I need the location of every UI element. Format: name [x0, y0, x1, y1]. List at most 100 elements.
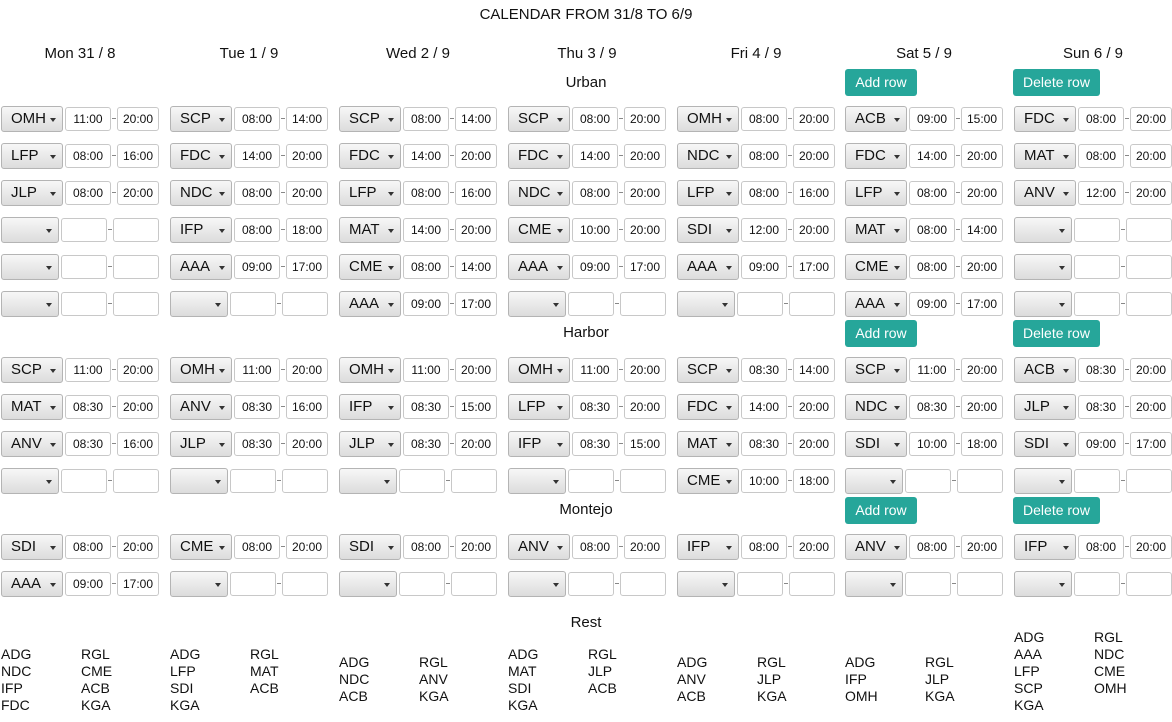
- end-time-input[interactable]: 20:00: [624, 218, 666, 242]
- start-time-input[interactable]: 08:00: [403, 181, 449, 205]
- employee-select[interactable]: LFP: [845, 180, 907, 206]
- employee-select[interactable]: [508, 571, 566, 597]
- end-time-input[interactable]: 17:00: [455, 292, 497, 316]
- employee-select[interactable]: FDC: [508, 143, 570, 169]
- employee-select[interactable]: CME: [677, 468, 739, 494]
- employee-select[interactable]: [508, 468, 566, 494]
- end-time-input[interactable]: 20:00: [117, 107, 159, 131]
- employee-select[interactable]: [1014, 291, 1072, 317]
- employee-select[interactable]: FDC: [170, 143, 232, 169]
- add-row-button[interactable]: Add row: [845, 320, 917, 347]
- end-time-input[interactable]: [282, 469, 328, 493]
- employee-select[interactable]: CME: [170, 534, 232, 560]
- delete-row-button[interactable]: Delete row: [1013, 69, 1100, 96]
- start-time-input[interactable]: 09:00: [909, 292, 955, 316]
- employee-select[interactable]: FDC: [677, 394, 739, 420]
- employee-select[interactable]: JLP: [1, 180, 63, 206]
- delete-row-button[interactable]: Delete row: [1013, 497, 1100, 524]
- employee-select[interactable]: [1, 291, 59, 317]
- employee-select[interactable]: IFP: [508, 431, 570, 457]
- employee-select[interactable]: SDI: [1, 534, 63, 560]
- employee-select[interactable]: LFP: [1, 143, 63, 169]
- end-time-input[interactable]: 20:00: [793, 395, 835, 419]
- employee-select[interactable]: NDC: [845, 394, 907, 420]
- employee-select[interactable]: NDC: [170, 180, 232, 206]
- end-time-input[interactable]: 17:00: [286, 255, 328, 279]
- end-time-input[interactable]: 16:00: [117, 144, 159, 168]
- end-time-input[interactable]: 20:00: [961, 395, 1003, 419]
- start-time-input[interactable]: 08:30: [572, 395, 618, 419]
- start-time-input[interactable]: [399, 469, 445, 493]
- employee-select[interactable]: OMH: [677, 106, 739, 132]
- employee-select[interactable]: JLP: [170, 431, 232, 457]
- start-time-input[interactable]: 08:30: [741, 358, 787, 382]
- end-time-input[interactable]: 17:00: [624, 255, 666, 279]
- start-time-input[interactable]: [1074, 218, 1120, 242]
- start-time-input[interactable]: [737, 292, 783, 316]
- start-time-input[interactable]: 11:00: [909, 358, 955, 382]
- start-time-input[interactable]: 08:00: [1078, 107, 1124, 131]
- employee-select[interactable]: NDC: [677, 143, 739, 169]
- start-time-input[interactable]: 12:00: [1078, 181, 1124, 205]
- add-row-button[interactable]: Add row: [845, 69, 917, 96]
- end-time-input[interactable]: [113, 255, 159, 279]
- start-time-input[interactable]: 08:00: [741, 181, 787, 205]
- employee-select[interactable]: SCP: [1, 357, 63, 383]
- end-time-input[interactable]: 16:00: [286, 395, 328, 419]
- end-time-input[interactable]: 20:00: [961, 181, 1003, 205]
- start-time-input[interactable]: 08:00: [909, 535, 955, 559]
- end-time-input[interactable]: [620, 292, 666, 316]
- end-time-input[interactable]: 20:00: [793, 432, 835, 456]
- end-time-input[interactable]: [113, 469, 159, 493]
- end-time-input[interactable]: 20:00: [117, 358, 159, 382]
- employee-select[interactable]: [508, 291, 566, 317]
- employee-select[interactable]: [170, 468, 228, 494]
- end-time-input[interactable]: [1126, 292, 1172, 316]
- employee-select[interactable]: ANV: [508, 534, 570, 560]
- employee-select[interactable]: AAA: [677, 254, 739, 280]
- end-time-input[interactable]: 20:00: [793, 218, 835, 242]
- employee-select[interactable]: IFP: [339, 394, 401, 420]
- end-time-input[interactable]: 15:00: [455, 395, 497, 419]
- employee-select[interactable]: IFP: [170, 217, 232, 243]
- employee-select[interactable]: [1014, 217, 1072, 243]
- start-time-input[interactable]: 09:00: [403, 292, 449, 316]
- employee-select[interactable]: NDC: [508, 180, 570, 206]
- employee-select[interactable]: MAT: [1, 394, 63, 420]
- end-time-input[interactable]: 20:00: [624, 181, 666, 205]
- end-time-input[interactable]: 20:00: [624, 395, 666, 419]
- employee-select[interactable]: FDC: [845, 143, 907, 169]
- employee-select[interactable]: SCP: [677, 357, 739, 383]
- start-time-input[interactable]: [230, 292, 276, 316]
- employee-select[interactable]: [1, 217, 59, 243]
- start-time-input[interactable]: 08:30: [1078, 358, 1124, 382]
- end-time-input[interactable]: 20:00: [286, 432, 328, 456]
- start-time-input[interactable]: 08:30: [741, 432, 787, 456]
- employee-select[interactable]: SCP: [339, 106, 401, 132]
- employee-select[interactable]: OMH: [1, 106, 63, 132]
- employee-select[interactable]: [1014, 571, 1072, 597]
- start-time-input[interactable]: 08:00: [909, 255, 955, 279]
- end-time-input[interactable]: [113, 218, 159, 242]
- start-time-input[interactable]: 08:00: [234, 107, 280, 131]
- end-time-input[interactable]: 14:00: [455, 255, 497, 279]
- end-time-input[interactable]: 20:00: [624, 107, 666, 131]
- employee-select[interactable]: [845, 468, 903, 494]
- end-time-input[interactable]: 14:00: [455, 107, 497, 131]
- end-time-input[interactable]: 20:00: [455, 535, 497, 559]
- employee-select[interactable]: MAT: [339, 217, 401, 243]
- start-time-input[interactable]: 14:00: [403, 144, 449, 168]
- start-time-input[interactable]: 08:30: [234, 432, 280, 456]
- start-time-input[interactable]: 08:30: [234, 395, 280, 419]
- start-time-input[interactable]: 08:00: [65, 181, 111, 205]
- employee-select[interactable]: IFP: [677, 534, 739, 560]
- end-time-input[interactable]: 20:00: [117, 535, 159, 559]
- employee-select[interactable]: CME: [508, 217, 570, 243]
- end-time-input[interactable]: [957, 572, 1003, 596]
- end-time-input[interactable]: 20:00: [1130, 181, 1172, 205]
- start-time-input[interactable]: [61, 218, 107, 242]
- start-time-input[interactable]: 08:00: [403, 107, 449, 131]
- employee-select[interactable]: LFP: [677, 180, 739, 206]
- end-time-input[interactable]: 20:00: [961, 535, 1003, 559]
- employee-select[interactable]: [170, 291, 228, 317]
